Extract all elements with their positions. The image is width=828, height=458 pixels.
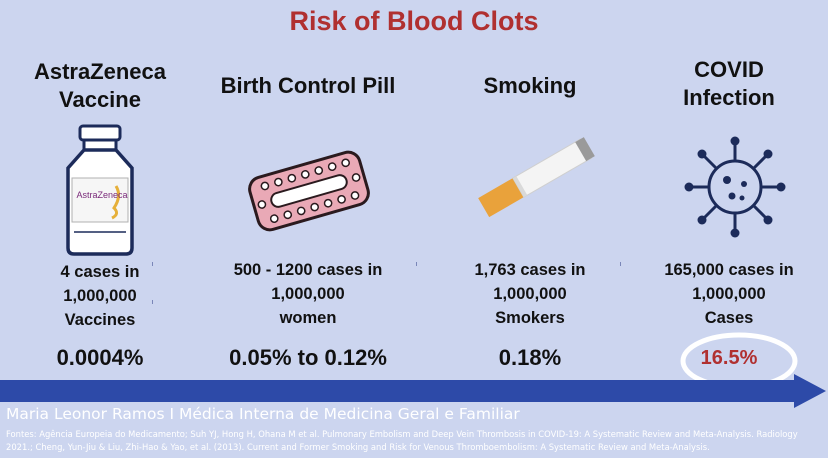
heading-line: Birth Control Pill bbox=[220, 73, 396, 98]
author-credit: Maria Leonor Ramos I Médica Interna de M… bbox=[6, 405, 520, 423]
cases-text: 1,763 cases in 1,000,000 Smokers bbox=[430, 258, 630, 330]
cases-text: 165,000 cases in 1,000,000 Cases bbox=[630, 258, 828, 330]
column-astrazeneca: AstraZeneca Vaccine AstraZeneca 4 cases … bbox=[0, 0, 200, 380]
divider-tick bbox=[152, 262, 153, 266]
column-heading: COVID Infection bbox=[630, 56, 828, 112]
page-title: Risk of Blood Clots bbox=[289, 6, 539, 36]
cases-text: 500 - 1200 cases in 1,000,000 women bbox=[200, 258, 416, 330]
cases-line: 1,763 cases in bbox=[474, 261, 586, 279]
divider-tick bbox=[620, 262, 621, 266]
pill-pack-icon bbox=[248, 150, 370, 232]
cases-line: 500 - 1200 cases in bbox=[233, 261, 383, 279]
vaccine-vial-icon bbox=[66, 124, 134, 256]
divider-tick bbox=[152, 300, 153, 304]
cases-line: 1,000,000 bbox=[271, 285, 345, 303]
cases-line: 4 cases in bbox=[60, 263, 140, 281]
cases-line: Cases bbox=[704, 309, 754, 327]
column-birth-control: Birth Control Pill 500 - 1200 cases in 1… bbox=[200, 0, 416, 380]
cases-line: women bbox=[279, 309, 337, 327]
column-heading: Smoking bbox=[430, 72, 630, 100]
cases-line: Vaccines bbox=[64, 311, 136, 329]
risk-percent: 0.05% to 0.12% bbox=[229, 345, 387, 370]
heading-line: Infection bbox=[683, 85, 775, 110]
cases-line: Smokers bbox=[495, 309, 565, 327]
vial-label: AstraZeneca bbox=[76, 190, 128, 200]
heading-line: Smoking bbox=[483, 73, 577, 98]
timeline-arrow bbox=[0, 374, 826, 408]
risk-percent-highlight: 16.5% bbox=[700, 347, 758, 369]
virus-icon bbox=[684, 136, 786, 238]
column-heading: AstraZeneca Vaccine bbox=[0, 58, 200, 114]
divider-tick bbox=[416, 262, 417, 266]
column-heading: Birth Control Pill bbox=[200, 72, 416, 100]
heading-line: AstraZeneca bbox=[33, 59, 167, 84]
cases-line: 1,000,000 bbox=[692, 285, 766, 303]
cases-text: 4 cases in 1,000,000 Vaccines bbox=[0, 260, 200, 332]
heading-line: Vaccine bbox=[59, 87, 141, 112]
heading-line: COVID bbox=[694, 57, 764, 82]
column-smoking: Smoking 1,763 cases in 1,000,000 Smokers… bbox=[430, 0, 630, 380]
cases-line: 1,000,000 bbox=[493, 285, 567, 303]
sources-text: Fontes: Agência Europeia do Medicamento;… bbox=[6, 429, 798, 452]
risk-percent: 0.18% bbox=[498, 345, 562, 370]
cases-line: 1,000,000 bbox=[63, 287, 137, 305]
column-covid: COVID Infection 165,000 cases in 1,000,0… bbox=[630, 0, 828, 390]
risk-percent: 0.0004% bbox=[56, 345, 144, 370]
cigarette-icon bbox=[478, 137, 595, 218]
cases-line: 165,000 cases in bbox=[664, 261, 794, 279]
